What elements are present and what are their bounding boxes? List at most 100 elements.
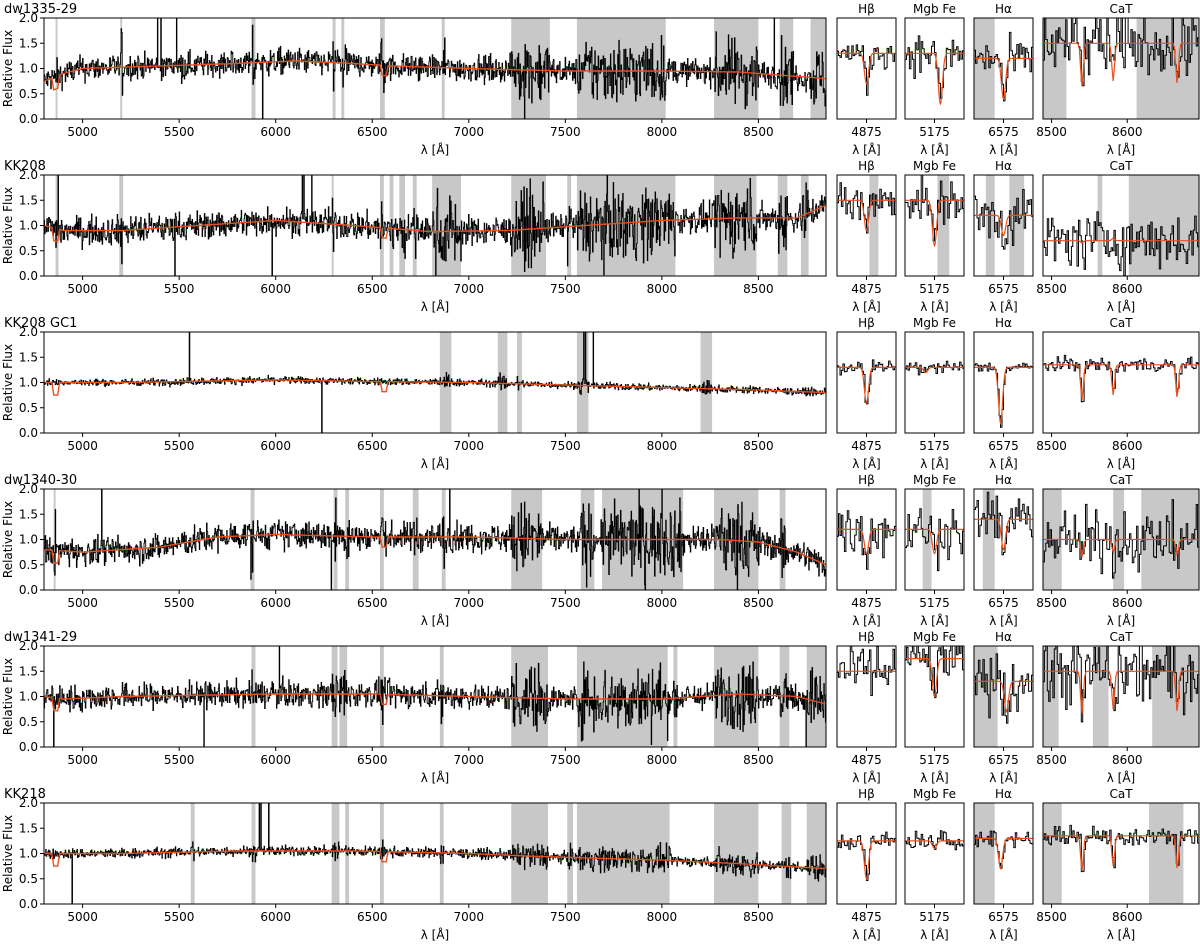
x-tick-label: 6500 [357,125,388,139]
x-tick-label: 6000 [260,910,291,924]
spectrum-data-line [44,18,826,119]
masked-region [810,18,826,119]
masked-region [1043,803,1062,904]
zoom-model-line [837,840,896,881]
masked-region [1043,18,1067,119]
x-tick-label: 6500 [357,282,388,296]
y-tick-label: 0.5 [19,872,38,886]
zoom-model-line [974,680,1033,713]
zoom-panel-2: Mgb Fe 5175 λ [Å] [904,316,965,471]
y-tick-label: 2.0 [19,796,38,810]
zoom-panel-frame [904,802,965,905]
masked-region [974,646,998,747]
masked-region [379,489,384,590]
masked-region [937,175,950,276]
x-tick-label: 6500 [357,439,388,453]
row-title: dw1341-29 [4,630,77,645]
x-axis-label: λ [Å] [1107,927,1136,942]
x-tick-label: 8000 [647,753,678,767]
zoom-model-line [837,366,896,405]
x-axis-label: λ [Å] [989,613,1018,628]
y-tick-label: 0.5 [19,401,38,415]
zoom-panel-4: CaT 8500 8600 λ [Å] [1036,316,1200,471]
zoom-title: Mgb Fe [913,2,956,16]
zoom-title: Hα [995,473,1012,487]
x-tick-label: 6000 [260,439,291,453]
x-tick-label: 8000 [647,125,678,139]
x-axis-label: λ [Å] [920,142,949,157]
y-tick-label: 1.5 [19,36,38,50]
x-tick-label: 5175 [919,125,950,139]
y-tick-label: 2.0 [19,482,38,496]
zoom-title: Hα [995,787,1012,801]
y-tick-label: 1.0 [19,62,38,76]
model-fit-line [44,204,826,243]
zoom-title: CaT [1109,2,1133,16]
zoom-title: Hα [995,2,1012,16]
main-panel [44,803,826,904]
zoom-panel-1: Hβ 4875 λ [Å] [836,630,897,785]
y-tick-label: 0.5 [19,558,38,572]
zoom-panel-3: Hα 6575 λ [Å] [973,2,1034,157]
row-title: KK218 [4,787,46,802]
y-tick-label: 0.0 [19,269,38,283]
x-tick-label: 8600 [1112,125,1143,139]
x-axis-label: λ [Å] [1107,299,1136,314]
zoom-title: Hα [995,316,1012,330]
row-title: KK208 GC1 [4,316,77,331]
x-tick-label: 8600 [1112,596,1143,610]
masked-region [1136,18,1199,119]
zoom-model-line [905,366,964,374]
zoom-title: Hβ [858,630,875,644]
x-tick-label: 5000 [67,125,98,139]
zoom-data-line [837,510,896,570]
zoom-model-line [1043,364,1199,401]
zoom-data-line [1043,646,1199,723]
x-tick-label: 8600 [1112,753,1143,767]
masked-region [1043,646,1059,747]
y-tick-label: 1.5 [19,507,38,521]
zoom-data-line [1043,499,1199,579]
zoom-panel-frame [1042,488,1200,591]
y-tick-label: 1.0 [19,847,38,861]
zoom-panel-4: CaT 8500 8600 λ [Å] [1036,473,1200,628]
x-tick-label: 5500 [164,753,195,767]
x-tick-label: 8000 [647,439,678,453]
x-tick-label: 8600 [1112,439,1143,453]
zoom-panel-frame [836,331,897,434]
zoom-title: CaT [1109,473,1133,487]
y-tick-label: 1.0 [19,690,38,704]
spectrum-row-1: 0.0 0.5 1.0 1.5 2.0 5000 5500 6000 6500 7000 7500 8… [1,2,1200,157]
masked-region [120,18,123,119]
zoom-panel-frame [1042,174,1200,277]
x-tick-label: 5500 [164,282,195,296]
zoom-panel-frame [904,174,965,277]
x-tick-label: 6500 [357,596,388,610]
x-tick-label: 8500 [743,910,774,924]
x-tick-label: 4875 [851,910,882,924]
y-axis-label: Relative Flux [1,815,15,892]
x-tick-label: 8500 [1036,125,1067,139]
x-tick-label: 8500 [1036,596,1067,610]
x-axis-label: λ [Å] [421,613,450,628]
zoom-model-line [837,52,896,85]
zoom-data-line [837,831,896,881]
zoom-panel-frame [904,331,965,434]
zoom-panel-1: Hβ 4875 λ [Å] [836,787,897,942]
zoom-panel-1: Hβ 4875 λ [Å] [836,159,897,314]
y-axis-label: Relative Flux [1,658,15,735]
zoom-panel-1: Hβ 4875 λ [Å] [836,473,897,628]
x-tick-label: 7000 [454,596,485,610]
x-axis-label: λ [Å] [421,770,450,785]
spectrum-row-5: 0.0 0.5 1.0 1.5 2.0 5000 5500 6000 6500 7000 7500 8… [1,630,1200,785]
x-axis-label: λ [Å] [1107,770,1136,785]
x-tick-label: 6500 [357,753,388,767]
model-fit-line [44,850,826,870]
x-tick-label: 5000 [67,753,98,767]
x-axis-label: λ [Å] [920,770,949,785]
x-tick-label: 8500 [743,282,774,296]
x-tick-label: 7500 [550,753,581,767]
zoom-data-line [905,360,964,376]
x-tick-label: 7500 [550,282,581,296]
zoom-title: Hβ [858,787,875,801]
